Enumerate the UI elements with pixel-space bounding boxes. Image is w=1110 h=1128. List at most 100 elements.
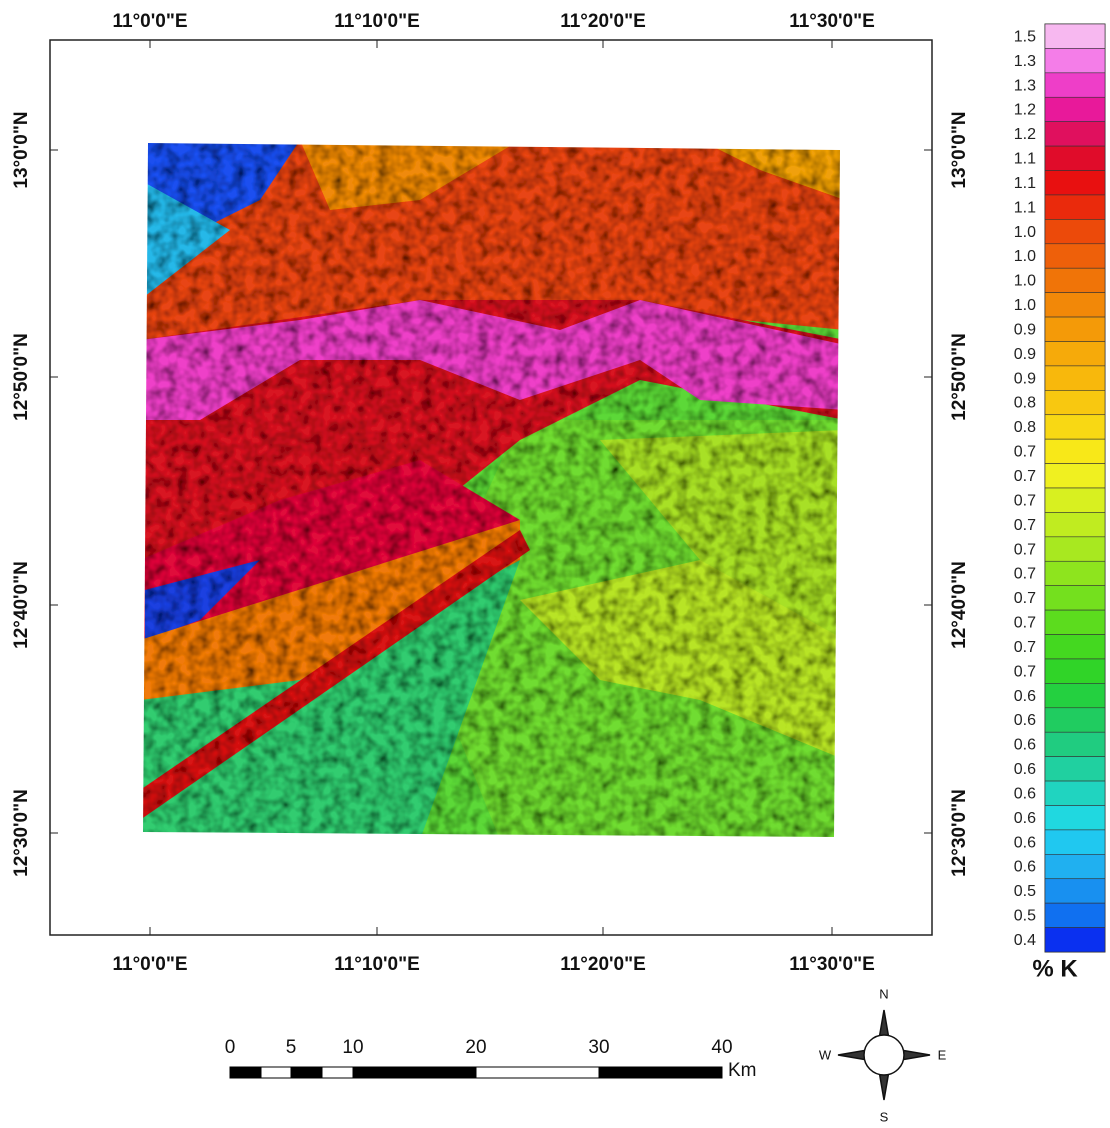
legend-swatch [1044,267,1106,293]
legend-label: 0.9 [1014,346,1036,363]
legend-swatch [1044,170,1106,196]
compass [837,1009,931,1101]
legend-swatch [1044,316,1106,342]
longitude-label: 11°10'0"E [334,954,420,975]
legend-label: 1.2 [1014,102,1036,119]
compass-east: E [938,1047,947,1062]
latitude-label: 12°50'0"N [11,333,32,421]
legend-swatch [1044,878,1106,904]
legend-swatch [1044,365,1106,391]
legend-label: 0.6 [1014,859,1036,876]
scale-segment [475,1066,600,1079]
scale-segment [290,1066,323,1079]
legend-swatch [1044,731,1106,757]
longitude-label: 11°20'0"E [560,954,646,975]
latitude-label: 12°40'0"N [949,561,970,649]
legend-label: 0.5 [1014,883,1036,900]
scale-label: 10 [342,1037,363,1058]
legend-swatch [1044,756,1106,782]
legend-swatch [1044,48,1106,74]
legend-swatch [1044,634,1106,660]
latitude-label: 12°30'0"N [11,789,32,877]
legend-label: 1.0 [1014,297,1036,314]
legend-label: 0.6 [1014,712,1036,729]
legend-swatch [1044,487,1106,513]
longitude-label: 11°10'0"E [334,11,420,32]
legend-label: 0.4 [1014,932,1036,949]
legend-label: 1.5 [1014,28,1036,45]
scale-segment [352,1066,477,1079]
legend-label: 1.0 [1014,248,1036,265]
legend-label: 1.3 [1014,53,1036,70]
scale-segment [229,1066,262,1079]
raster [143,143,840,837]
legend-label: 1.0 [1014,224,1036,241]
legend-swatch [1044,194,1106,220]
legend-label: 1.3 [1014,77,1036,94]
latitude-label: 13°0'0"N [11,111,32,188]
legend-label: 0.7 [1014,663,1036,680]
legend-swatch [1044,463,1106,489]
scale-label: 30 [588,1037,609,1058]
legend-swatch [1044,780,1106,806]
legend-swatch [1044,609,1106,635]
legend-swatch [1044,292,1106,318]
legend-label: 0.6 [1014,688,1036,705]
legend-swatch [1044,902,1106,928]
scale-unit: Km [728,1060,757,1081]
legend-label: 0.7 [1014,590,1036,607]
legend-title: % K [1032,955,1078,982]
legend-swatch [1044,96,1106,122]
legend-label: 0.9 [1014,370,1036,387]
legend-swatch [1044,683,1106,709]
legend-swatch [1044,414,1106,440]
latitude-label: 12°40'0"N [11,561,32,649]
longitude-label: 11°0'0"E [112,11,187,32]
legend-label: 0.8 [1014,419,1036,436]
legend-swatch [1044,927,1106,953]
legend-swatch [1044,829,1106,855]
latitude-label: 12°30'0"N [949,789,970,877]
legend-swatch [1044,219,1106,245]
legend-label: 1.1 [1014,151,1036,168]
scale-segment [598,1066,723,1079]
legend-label: 0.7 [1014,444,1036,461]
legend-swatch [1044,72,1106,98]
legend-label: 1.1 [1014,175,1036,192]
legend-swatch [1044,560,1106,586]
legend-swatch [1044,341,1106,367]
legend-swatch [1044,854,1106,880]
legend-swatch [1044,536,1106,562]
legend-label: 0.7 [1014,639,1036,656]
longitude-label: 11°0'0"E [112,954,187,975]
legend-swatch [1044,121,1106,147]
legend-label: 1.1 [1014,199,1036,216]
legend-label: 0.6 [1014,810,1036,827]
scale-label: 20 [465,1037,486,1058]
legend-label: 0.7 [1014,492,1036,509]
compass-west: W [819,1047,832,1062]
legend-swatch [1044,390,1106,416]
legend-label: 0.5 [1014,908,1036,925]
legend-label: 0.8 [1014,395,1036,412]
legend-swatch [1044,512,1106,538]
legend-swatch [1044,805,1106,831]
legend-swatch [1044,585,1106,611]
legend-label: 0.9 [1014,321,1036,338]
compass-north: N [879,986,888,1001]
legend-label: 0.7 [1014,517,1036,534]
scale-label: 0 [225,1037,236,1058]
legend-label: 0.6 [1014,834,1036,851]
scale-label: 5 [286,1037,297,1058]
legend-swatch [1044,243,1106,269]
scale-segment [321,1066,354,1079]
scale-label: 40 [711,1037,732,1058]
scale-segment [260,1066,292,1079]
legend-swatch [1044,707,1106,733]
legend-swatch [1044,438,1106,464]
compass-south: S [880,1109,889,1124]
legend-label: 0.6 [1014,785,1036,802]
legend-label: 1.2 [1014,126,1036,143]
legend-swatch [1044,23,1106,49]
